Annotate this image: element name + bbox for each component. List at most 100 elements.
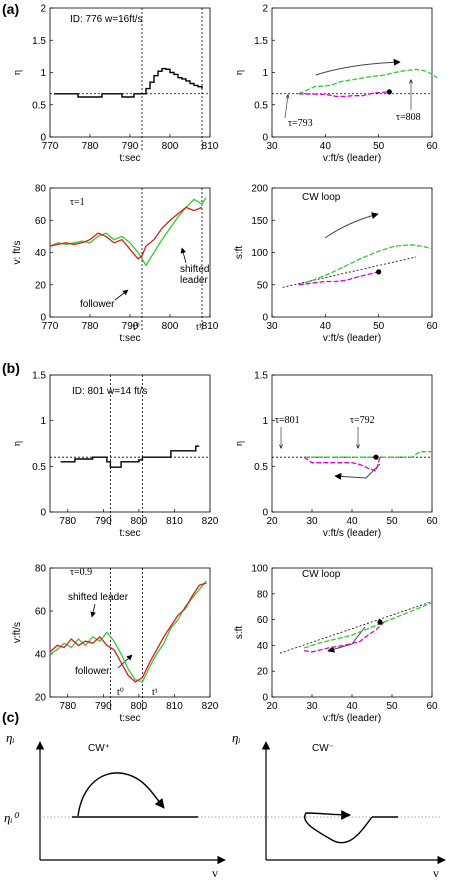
x-axis-label: t:sec	[119, 528, 140, 539]
annotation-cw-loop: CW loop	[302, 569, 341, 580]
follower-pointer	[114, 289, 129, 301]
trend-line	[279, 601, 433, 654]
x-tick-label: 790	[122, 141, 139, 152]
series-line-red	[49, 206, 203, 260]
y-tick-label: 1.5	[254, 36, 268, 47]
chart-a3: τ=1 follower shifted leader t⁰ t¹ 770 780…	[12, 184, 219, 345]
y-tick-label: 60	[35, 216, 47, 227]
data-point-marker	[377, 619, 383, 625]
x-tick-label: 40	[320, 321, 332, 332]
cw-minus-label: CW⁻	[312, 743, 334, 754]
y-tick-label: 100	[251, 248, 268, 259]
y-tick-label: 60	[257, 615, 269, 626]
label-shifted-leader-line1: shifted	[180, 264, 209, 275]
y-tick-label: 1	[262, 416, 268, 427]
cw-minus-loop	[304, 810, 373, 844]
trend-line	[282, 256, 417, 288]
x-tick-label: 20	[266, 516, 278, 527]
x-tick-label: 30	[266, 141, 278, 152]
label-t0: t⁰	[133, 322, 140, 333]
x-axis-label: v	[212, 866, 218, 880]
x-tick-label: 770	[42, 141, 59, 152]
x-tick-label: 40	[320, 141, 332, 152]
y-tick-label: 2	[262, 4, 268, 15]
y-tick-label: 40	[35, 248, 47, 259]
y-tick-label: 1.5	[32, 371, 46, 382]
x-tick-label: 810	[202, 141, 219, 152]
x-axis-label: v:ft/s (leader)	[323, 333, 381, 344]
y-axis-label: ηᵢ	[6, 730, 15, 745]
y-tick-label: 80	[35, 184, 47, 195]
chart-a1: ID: 776 w=16ft/s 770 780 790 800 810 0 0.5 1 1.5…	[12, 4, 219, 165]
x-tick-label: 820	[202, 516, 219, 527]
x-tick-label: 800	[131, 701, 148, 712]
x-tick-label: 60	[426, 701, 438, 712]
leader-pointer	[90, 603, 96, 618]
label-shifted-leader-line2: leader	[180, 275, 208, 286]
x-tick-label: 780	[82, 141, 99, 152]
y-tick-label: 1	[40, 416, 46, 427]
label-follower: follower	[75, 666, 110, 677]
y-tick-label: 1	[262, 68, 268, 79]
plot-frame	[49, 7, 211, 138]
annotation-tau-start: τ=801	[275, 415, 300, 426]
plot-frame	[271, 567, 433, 698]
y-tick-label: 20	[35, 693, 47, 704]
x-tick-label: 50	[373, 141, 385, 152]
y-axis-label: ηᵢ	[232, 730, 241, 745]
annotation-tau-start: τ=793	[288, 118, 313, 129]
y-tick-label: 200	[251, 184, 268, 195]
label-follower: follower	[80, 299, 115, 310]
y-tick-label: 100	[251, 564, 268, 575]
plot-frame	[49, 567, 211, 698]
series-line-green	[303, 602, 433, 649]
y-tick-label: 40	[35, 650, 47, 661]
label-t0: t⁰	[117, 687, 124, 698]
eta-zero-label: ηᵢ⁰	[4, 810, 20, 825]
data-point-marker	[376, 269, 382, 275]
series-line-black	[54, 67, 203, 98]
annotation-tau: τ=1	[70, 197, 85, 208]
y-tick-label: 1	[40, 68, 46, 79]
x-tick-label: 60	[426, 141, 438, 152]
y-tick-label: 0	[262, 508, 268, 519]
y-axis-label: v:ft/s	[12, 622, 23, 643]
series-line-green	[304, 451, 432, 458]
x-tick-label: 790	[95, 516, 112, 527]
y-axis-label: η	[12, 70, 23, 75]
x-tick-label: 780	[59, 701, 76, 712]
x-tick-label: 820	[202, 701, 219, 712]
y-tick-label: 0	[262, 133, 268, 144]
label-t1: t¹	[196, 322, 202, 333]
y-tick-label: 0	[262, 313, 268, 324]
x-tick-label: 810	[202, 321, 219, 332]
cw-plus-label: CW⁺	[88, 743, 110, 754]
x-axis-label: v:ft/s (leader)	[323, 528, 381, 539]
series-line-magenta	[298, 271, 379, 286]
chart-b1: ID: 801 w=14 ft/s 780 790 800 810 820 0 0.5 1 1.…	[12, 371, 219, 540]
y-tick-label: 150	[251, 216, 268, 227]
chart-a4: CW loop 30 40 50 60 0 50 100 150 200 v:ft/s (lead…	[234, 184, 438, 345]
series-line-black	[60, 445, 200, 468]
annotation-tau-end: τ=808	[396, 112, 421, 123]
series-line-green	[298, 68, 438, 95]
x-tick-label: 60	[426, 516, 438, 527]
direction-arrow	[327, 626, 366, 653]
data-point-marker	[386, 89, 392, 95]
y-tick-label: 20	[35, 280, 47, 291]
cw-plus-loop	[77, 772, 165, 817]
chart-b3: τ=0.9 shifted leader follower t⁰ t¹ 780 7…	[12, 564, 219, 725]
x-tick-label: 800	[162, 321, 179, 332]
panel-label-b: (b)	[2, 360, 20, 376]
y-tick-label: 20	[257, 667, 269, 678]
x-tick-label: 770	[42, 321, 59, 332]
panel-label-c: (c)	[2, 709, 19, 725]
x-axis-label: v:ft/s (leader)	[323, 713, 381, 724]
y-tick-label: 0.5	[32, 100, 46, 111]
panel-label-a: (a)	[2, 1, 19, 17]
y-tick-label: 40	[257, 641, 269, 652]
x-axis-label: v	[433, 866, 439, 880]
x-axis-label: v:ft/s (leader)	[323, 153, 381, 164]
annotation-id: ID: 776 w=16ft/s	[70, 14, 143, 25]
